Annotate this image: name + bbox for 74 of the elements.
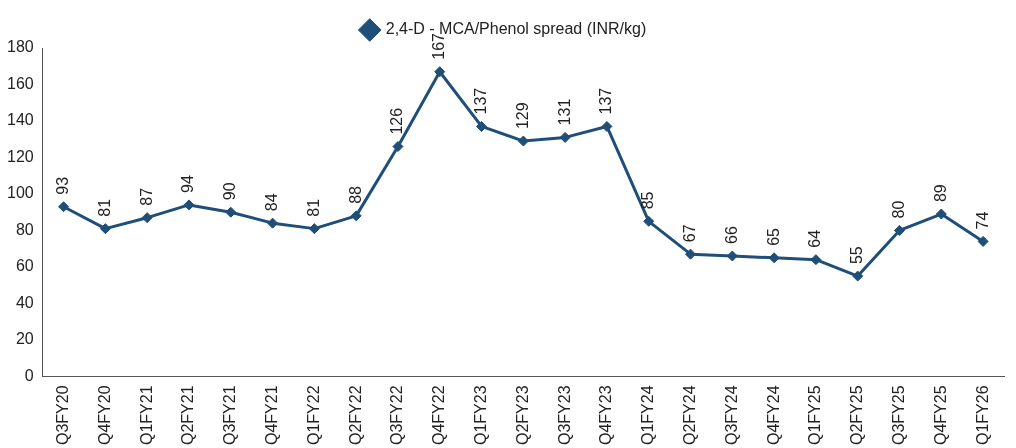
data-label: 131 — [555, 98, 573, 126]
x-tick-label: Q2FY21 — [179, 385, 197, 446]
point — [852, 270, 864, 282]
point — [183, 199, 195, 211]
data-label: 89 — [931, 184, 949, 203]
x-tick-label: Q1FY24 — [639, 385, 657, 446]
x-tick-label: Q4FY20 — [95, 385, 113, 446]
x-tick-label: Q4FY24 — [764, 385, 782, 446]
data-label: 66 — [722, 226, 740, 244]
data-label: 67 — [680, 224, 698, 243]
data-label: 129 — [513, 102, 531, 130]
data-label: 94 — [179, 175, 197, 193]
data-label: 88 — [346, 185, 364, 204]
x-tick-label: Q3FY24 — [722, 385, 740, 446]
y-tick-label: 180 — [6, 38, 34, 56]
data-label: 90 — [221, 182, 239, 201]
x-tick-label: Q1FY26 — [973, 385, 991, 446]
x-tick-label: Q1FY21 — [137, 385, 155, 446]
point — [935, 208, 947, 220]
data-label: 65 — [764, 227, 782, 246]
data-label: 81 — [95, 198, 113, 217]
point — [601, 120, 613, 132]
y-tick-label: 120 — [6, 147, 34, 165]
x-tick-label: Q4FY23 — [597, 385, 615, 446]
point — [267, 217, 279, 229]
point — [894, 224, 906, 236]
y-tick-label: 20 — [15, 330, 34, 348]
x-tick-label: Q2FY22 — [346, 385, 364, 446]
point — [517, 135, 529, 147]
x-tick-label: Q3FY21 — [221, 385, 239, 446]
y-tick-label: 40 — [15, 293, 34, 311]
point — [99, 223, 111, 235]
x-tick-label: Q3FY22 — [388, 385, 406, 446]
data-label: 55 — [848, 246, 866, 265]
x-tick-label: Q3FY20 — [54, 385, 71, 446]
data-label: 85 — [639, 191, 657, 210]
point — [141, 212, 153, 224]
x-tick-label: Q3FY25 — [889, 385, 907, 446]
data-label: 64 — [806, 229, 824, 248]
y-tick-label: 100 — [6, 184, 34, 202]
y-tick-label: 0 — [24, 366, 34, 384]
point — [977, 235, 989, 247]
point — [559, 131, 571, 143]
data-label: 81 — [304, 198, 322, 217]
x-tick-label: Q4FY21 — [262, 385, 280, 446]
x-tick-label: Q2FY24 — [680, 385, 698, 446]
x-tick-label: Q4FY22 — [430, 385, 448, 446]
point — [308, 223, 320, 235]
point — [476, 120, 488, 132]
point — [225, 206, 237, 218]
data-label: 84 — [262, 193, 280, 212]
point — [392, 141, 404, 153]
x-tick-label: Q2FY23 — [513, 385, 531, 446]
data-label: 87 — [137, 187, 155, 206]
data-label: 74 — [973, 211, 991, 230]
x-tick-label: Q1FY23 — [471, 385, 489, 446]
point — [58, 201, 70, 213]
point — [434, 66, 446, 78]
x-tick-label: Q2FY25 — [848, 385, 866, 446]
y-tick-label: 140 — [6, 111, 34, 129]
y-tick-label: 160 — [6, 74, 34, 92]
data-label: 93 — [54, 176, 71, 195]
y-tick-label: 80 — [15, 220, 34, 238]
x-tick-label: Q3FY23 — [555, 385, 573, 446]
point — [643, 215, 655, 227]
x-tick-label: Q1FY22 — [304, 385, 322, 446]
x-tick-label: Q4FY25 — [931, 385, 949, 446]
data-label: 126 — [388, 107, 406, 135]
y-tick-label: 60 — [15, 257, 34, 275]
data-label: 80 — [889, 200, 907, 219]
point — [350, 210, 362, 222]
x-tick-label: Q1FY25 — [806, 385, 824, 446]
data-label: 137 — [597, 87, 615, 115]
data-label: 137 — [471, 87, 489, 115]
